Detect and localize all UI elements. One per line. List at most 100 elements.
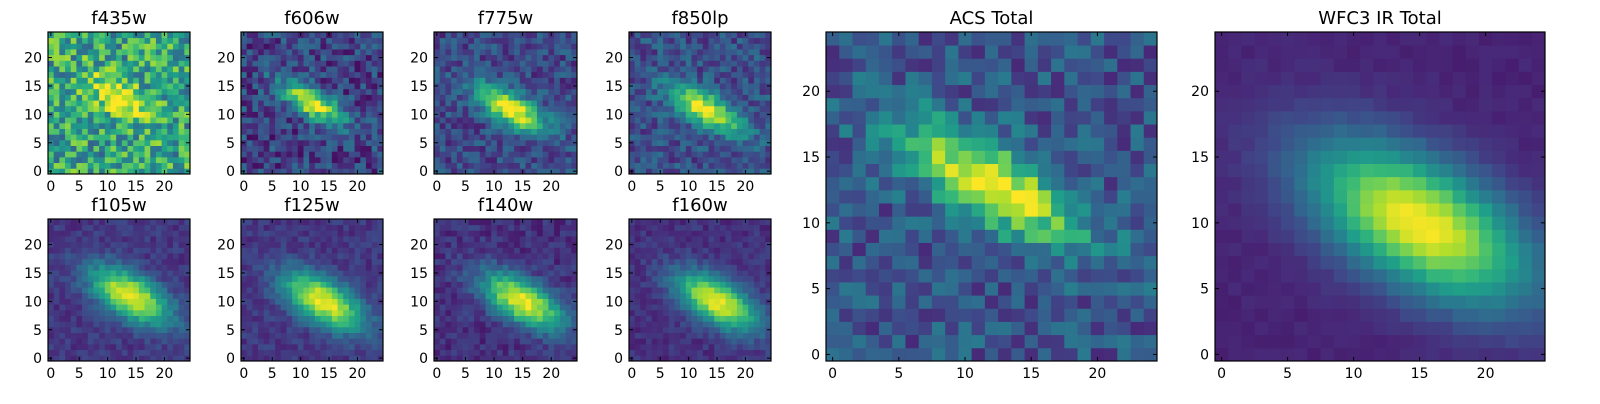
heatmap-cell bbox=[93, 32, 99, 38]
heatmap-cell bbox=[65, 304, 71, 310]
heatmap-cell bbox=[315, 66, 321, 72]
heatmap-cell bbox=[286, 129, 292, 135]
heatmap-cell bbox=[714, 38, 720, 44]
heatmap-cell bbox=[480, 55, 486, 61]
heatmap-cell bbox=[548, 247, 554, 253]
heatmap-cell bbox=[264, 94, 270, 100]
heatmap-cell bbox=[548, 281, 554, 287]
heatmap-cell bbox=[635, 89, 641, 95]
heatmap-cell bbox=[321, 299, 327, 305]
heatmap-cell bbox=[548, 270, 554, 276]
heatmap-cell bbox=[548, 83, 554, 89]
heatmap-cell bbox=[167, 236, 173, 242]
heatmap-cell bbox=[566, 49, 572, 55]
heatmap-cell bbox=[468, 344, 474, 350]
heatmap-cell bbox=[269, 140, 275, 146]
heatmap-cell bbox=[71, 38, 77, 44]
heatmap-cell bbox=[514, 140, 520, 146]
heatmap-cell bbox=[173, 270, 179, 276]
heatmap-cell bbox=[674, 293, 680, 299]
heatmap-cell bbox=[743, 350, 749, 356]
heatmap-cell bbox=[548, 157, 554, 163]
heatmap-cell bbox=[292, 316, 298, 322]
heatmap-cell bbox=[526, 43, 532, 49]
heatmap-cell bbox=[554, 38, 560, 44]
heatmap-cell bbox=[173, 304, 179, 310]
heatmap-cell bbox=[468, 83, 474, 89]
heatmap-cell bbox=[709, 276, 715, 282]
heatmap-cell bbox=[508, 253, 514, 259]
heatmap-cell bbox=[703, 77, 709, 83]
heatmap-cell bbox=[434, 350, 440, 356]
heatmap-cell bbox=[321, 55, 327, 61]
heatmap-cell bbox=[309, 157, 315, 163]
heatmap-cell bbox=[128, 230, 134, 236]
heatmap-cell bbox=[76, 89, 82, 95]
heatmap-cell bbox=[116, 264, 122, 270]
heatmap-cell bbox=[156, 32, 162, 38]
heatmap-cell bbox=[468, 49, 474, 55]
heatmap-cell bbox=[59, 49, 65, 55]
heatmap-cell bbox=[737, 140, 743, 146]
heatmap-cell bbox=[474, 77, 480, 83]
heatmap-cell bbox=[258, 112, 264, 118]
heatmap-cell bbox=[503, 333, 509, 339]
heatmap-cell bbox=[366, 333, 372, 339]
heatmap-cell bbox=[445, 66, 451, 72]
heatmap-cell bbox=[760, 344, 766, 350]
heatmap-cell bbox=[139, 281, 145, 287]
heatmap-cell bbox=[355, 100, 361, 106]
heatmap-cell bbox=[445, 253, 451, 259]
heatmap-cell bbox=[349, 299, 355, 305]
heatmap-cell bbox=[560, 219, 566, 225]
heatmap-cell bbox=[537, 350, 543, 356]
heatmap-cell bbox=[269, 293, 275, 299]
heatmap-cell bbox=[145, 83, 151, 89]
heatmap-cell bbox=[139, 327, 145, 333]
heatmap-cell bbox=[145, 219, 151, 225]
heatmap-cell bbox=[264, 83, 270, 89]
y-tick-label: 10 bbox=[410, 107, 428, 123]
heatmap-cell bbox=[686, 123, 692, 129]
heatmap-cell bbox=[162, 89, 168, 95]
heatmap-cell bbox=[48, 333, 54, 339]
heatmap-cell bbox=[122, 100, 128, 106]
heatmap-cell bbox=[269, 253, 275, 259]
heatmap-cell bbox=[321, 32, 327, 38]
heatmap-cell bbox=[680, 287, 686, 293]
x-tick-label: 0 bbox=[432, 366, 441, 382]
heatmap-cell bbox=[71, 230, 77, 236]
heatmap-cell bbox=[343, 117, 349, 123]
heatmap-cell bbox=[669, 66, 675, 72]
heatmap-cell bbox=[474, 338, 480, 344]
heatmap-cell bbox=[674, 38, 680, 44]
heatmap-cell bbox=[726, 316, 732, 322]
heatmap-cell bbox=[338, 123, 344, 129]
heatmap-cell bbox=[82, 151, 88, 157]
heatmap-cell bbox=[748, 77, 754, 83]
heatmap-cell bbox=[754, 117, 760, 123]
heatmap-cell bbox=[674, 43, 680, 49]
heatmap-cell bbox=[760, 316, 766, 322]
heatmap-cell bbox=[680, 281, 686, 287]
heatmap-cell bbox=[281, 106, 287, 112]
heatmap-cell bbox=[451, 129, 457, 135]
heatmap-cell bbox=[554, 259, 560, 265]
heatmap-cell bbox=[321, 151, 327, 157]
heatmap-cell bbox=[264, 316, 270, 322]
heatmap-cell bbox=[520, 83, 526, 89]
heatmap-cell bbox=[560, 140, 566, 146]
heatmap-cell bbox=[548, 66, 554, 72]
heatmap-cell bbox=[514, 83, 520, 89]
heatmap-cell bbox=[451, 163, 457, 169]
heatmap-cell bbox=[445, 60, 451, 66]
heatmap-cell bbox=[480, 225, 486, 231]
heatmap-cell bbox=[457, 94, 463, 100]
panel-title: f435w bbox=[91, 8, 146, 29]
heatmap-cell bbox=[93, 230, 99, 236]
heatmap-cell bbox=[338, 134, 344, 140]
heatmap-cell bbox=[646, 287, 652, 293]
heatmap-cell bbox=[252, 77, 258, 83]
heatmap-cell bbox=[281, 333, 287, 339]
